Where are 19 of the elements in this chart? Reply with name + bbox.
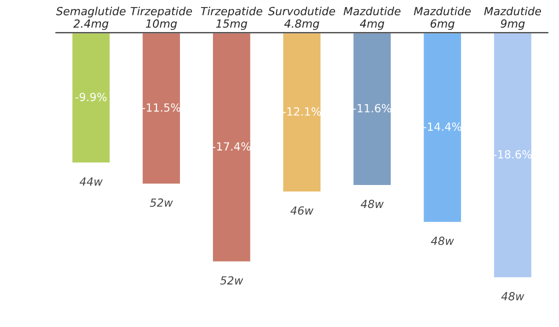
annotation: 48w [430, 236, 454, 246]
data-label: -9.9% [75, 92, 107, 102]
annotation: 46w [290, 206, 314, 215]
data-label: -11.5% [142, 103, 180, 112]
annotation: 52w [150, 198, 173, 207]
annotation: 48w [501, 292, 524, 300]
x-tick-label: Survodutide 4.8mg [268, 6, 336, 30]
x-tick-label: Mazdutide 6mg [414, 6, 471, 30]
annotation: 48w [360, 200, 384, 208]
x-tick-label: Mazdutide 4mg [344, 6, 400, 30]
annotation: 44w [80, 177, 103, 186]
annotation: 52w [220, 276, 244, 285]
data-label: -18.6% [494, 150, 532, 159]
data-label: -12.1% [282, 107, 321, 116]
x-tick-label: Mazdutide 9mg [484, 6, 542, 30]
x-tick-label: Semaglutide 2.4mg [56, 6, 126, 30]
data-label: -11.6% [353, 104, 392, 112]
x-tick-label: Tirzepatide 10mg [130, 6, 192, 30]
x-tick-label: Tirzepatide 15mg [200, 6, 262, 30]
